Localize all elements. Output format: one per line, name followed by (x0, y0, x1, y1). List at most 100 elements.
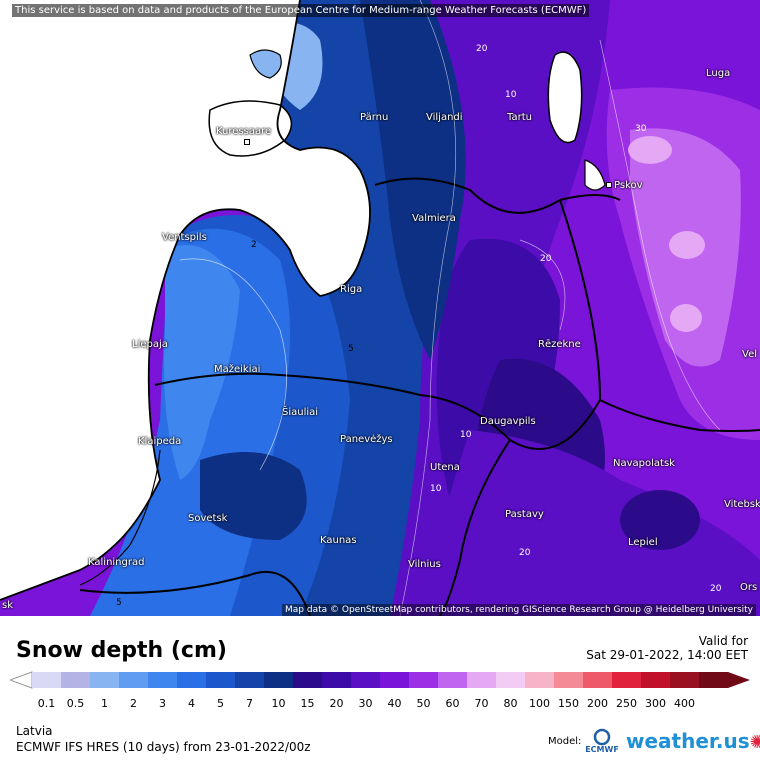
city-tartu: Tartu (507, 112, 532, 123)
legend-swatch (148, 672, 178, 688)
lake-pskov (584, 159, 606, 191)
legend-tick-label: 20 (329, 697, 344, 710)
legend-tick-label: 250 (616, 697, 637, 710)
zone-60-70-b (670, 304, 702, 332)
zone-3-4 (164, 245, 240, 480)
valid-label: Valid for (698, 634, 748, 648)
legend-swatch (119, 672, 149, 688)
city-parnu: Pärnu (360, 112, 389, 123)
city-siauliai: Šiauliai (282, 407, 319, 418)
contour-label: 5 (116, 598, 122, 608)
contour-label: 10 (430, 484, 442, 494)
valid-time: Valid for Sat 29-01-2022, 14:00 EET (586, 634, 748, 662)
legend-tick-label: 60 (445, 697, 460, 710)
border-latvia-lithuania (154, 372, 760, 450)
legend-max-arrow (728, 672, 750, 688)
legend-swatch (380, 672, 410, 688)
legend-ticks: 0.1 0.5 1 2 3 4 5 7 10 15 20 30 40 50 60 70 80 100 150 200 2… (10, 697, 750, 711)
legend-tick-label: 0.5 (66, 697, 85, 710)
legend-tick-label: 200 (587, 697, 608, 710)
city-mazeikiai: Mažeikiai (214, 364, 261, 375)
zone-7-10-north (360, 0, 466, 360)
city-panevezys: Panevėžys (340, 434, 393, 445)
legend-tick-label: 150 (558, 697, 579, 710)
legend-tick-label: 15 (300, 697, 315, 710)
contour-label: 20 (476, 44, 488, 54)
city-sk: sk (2, 600, 14, 611)
legend-swatch (409, 672, 439, 688)
legend-swatch (467, 672, 497, 688)
legend-tick-label: 80 (503, 697, 518, 710)
map-data-attribution[interactable]: Map data © OpenStreetMap contributors, r… (282, 604, 756, 616)
legend-tick-label: 400 (674, 697, 695, 710)
legend-swatch (641, 672, 671, 688)
legend-swatch (90, 672, 120, 688)
city-riga: Riga (340, 284, 363, 295)
legend-swatch (438, 672, 468, 688)
legend-tick-label: 7 (246, 697, 253, 710)
border-latvia-russia (559, 199, 601, 401)
legend-tick-label: 4 (188, 697, 195, 710)
city-sovetsk: Sovetsk (188, 513, 228, 524)
contour-label: 20 (540, 254, 552, 264)
legend-swatch (583, 672, 613, 688)
legend-tick-label: 40 (387, 697, 402, 710)
legend-swatch (496, 672, 526, 688)
hiiumaa-island (249, 49, 282, 79)
contour-label: 10 (505, 90, 517, 100)
legend-swatch (235, 672, 265, 688)
legend-tick-label: 10 (271, 697, 286, 710)
city-utena: Utena (430, 462, 460, 473)
city-viljandi: Viljandi (426, 112, 463, 123)
sun-icon: ✺ (749, 732, 760, 753)
legend-min-arrow (10, 671, 33, 689)
contour-line-b (399, 0, 457, 616)
legend-tick-label: 2 (130, 697, 137, 710)
legend-swatch (264, 672, 294, 688)
curonian-spit (79, 449, 161, 586)
legend-swatch (322, 672, 352, 688)
baltic-sea (0, 0, 370, 600)
legend-tick-label: 0.1 (37, 697, 56, 710)
legend-tick-label: 300 (645, 697, 666, 710)
valid-datetime: Sat 29-01-2022, 14:00 EET (586, 648, 748, 662)
contour-label: 10 (460, 430, 472, 440)
city-ors: Ors (740, 582, 758, 593)
city-pastavy: Pastavy (505, 509, 544, 520)
legend-swatch (670, 672, 700, 688)
contour-label: 30 (635, 124, 647, 134)
city-kaliningrad: Kaliningrad (88, 557, 145, 568)
city-kuressaare: Kuressaare (216, 126, 271, 148)
city-liepaja: Liepaja (132, 339, 168, 350)
color-legend (10, 670, 750, 710)
weather-us-logo[interactable]: weather.us✺ (626, 729, 760, 753)
legend-tick-label: 3 (159, 697, 166, 710)
city-navapolatsk: Navapolatsk (613, 458, 675, 469)
city-lepiel: Lepiel (628, 537, 658, 548)
ecmwf-text: ECMWF (585, 745, 619, 754)
legend-tick-label: 70 (474, 697, 489, 710)
contour-line-c (519, 239, 566, 331)
border-estonia-latvia (374, 177, 621, 214)
snow-depth-map[interactable]: 2 5 10 20 30 20 10 5 20 10 20 Kuressaare… (0, 0, 760, 616)
zone-10-15-south (620, 490, 700, 550)
legend-swatch (206, 672, 236, 688)
legend-swatch (612, 672, 642, 688)
ecmwf-logo-icon: ECMWF (585, 728, 619, 754)
ecmwf-attribution: This service is based on data and produc… (12, 4, 590, 17)
legend-swatch (293, 672, 323, 688)
map-canvas (0, 0, 760, 616)
legend-bar (10, 671, 750, 689)
legend-tick-label: 30 (358, 697, 373, 710)
contour-label: 20 (519, 548, 531, 558)
contour-label: 5 (348, 344, 354, 354)
saaremaa-island (208, 100, 293, 157)
legend-swatch (554, 672, 584, 688)
legend-tick-label: 1 (101, 697, 108, 710)
contour-line-d (599, 39, 721, 431)
legend-swatch (699, 672, 729, 688)
city-kaunas: Kaunas (320, 535, 357, 546)
city-luga: Luga (706, 68, 731, 79)
city-rezekne: Rēzekne (538, 339, 581, 350)
contour-label: 20 (710, 584, 722, 594)
